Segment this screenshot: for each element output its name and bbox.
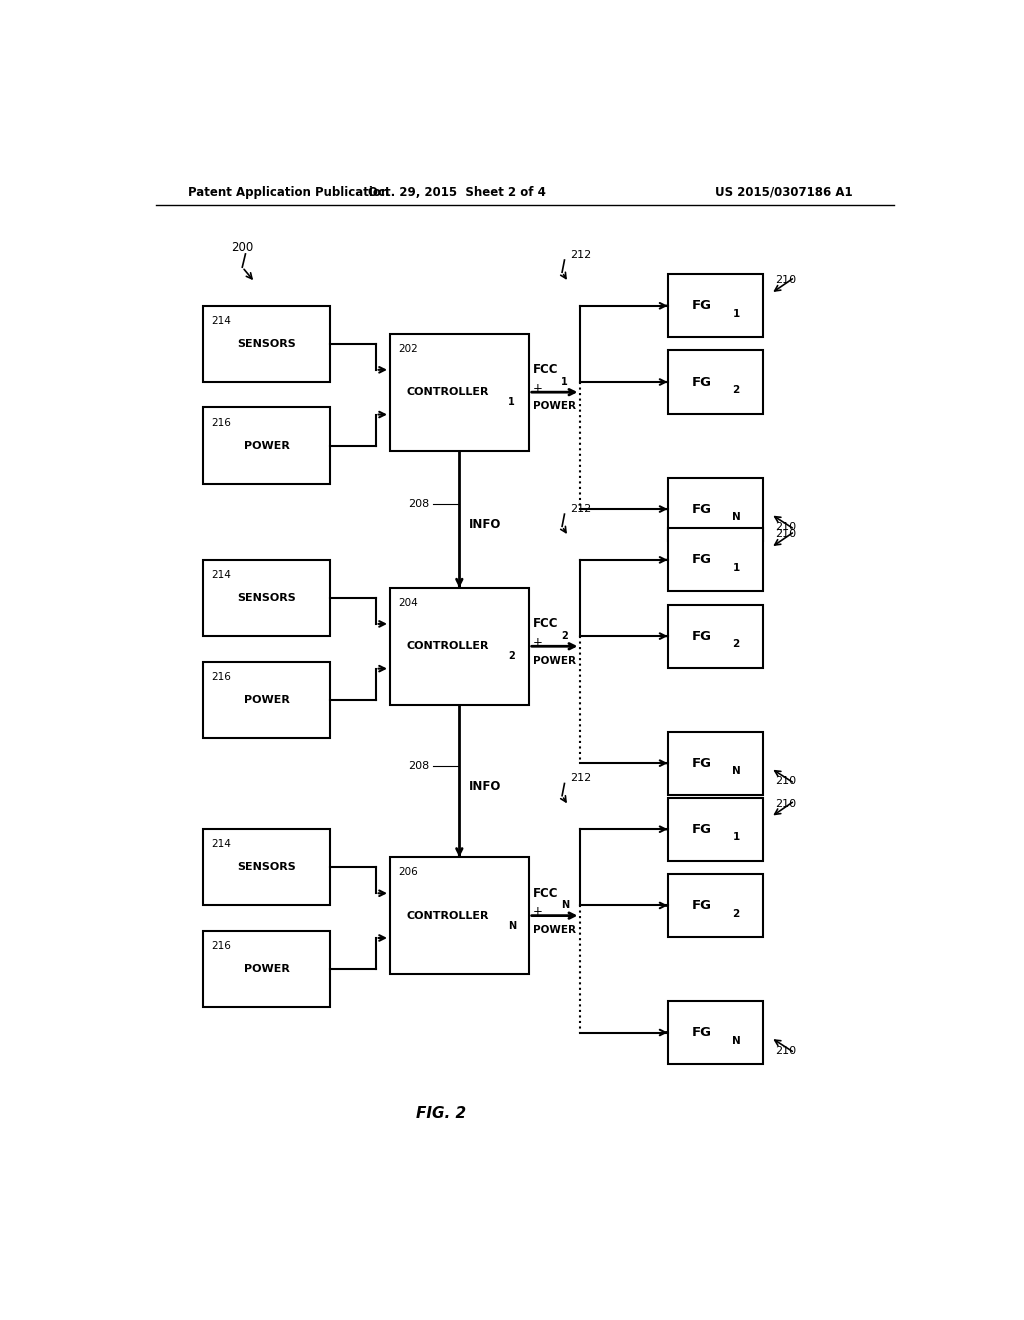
Text: FG: FG bbox=[692, 899, 712, 912]
Text: 214: 214 bbox=[211, 570, 231, 579]
Bar bbox=[668, 478, 763, 541]
Text: 1: 1 bbox=[732, 833, 739, 842]
Text: POWER: POWER bbox=[532, 401, 575, 412]
Bar bbox=[668, 351, 763, 413]
Text: FG: FG bbox=[692, 553, 712, 566]
Text: Oct. 29, 2015  Sheet 2 of 4: Oct. 29, 2015 Sheet 2 of 4 bbox=[369, 186, 546, 199]
Text: 210: 210 bbox=[775, 529, 796, 540]
Text: Patent Application Publication: Patent Application Publication bbox=[187, 186, 389, 199]
Text: 210: 210 bbox=[775, 776, 796, 787]
Bar bbox=[668, 528, 763, 591]
Text: N: N bbox=[732, 1036, 741, 1045]
Text: FG: FG bbox=[692, 1026, 712, 1039]
Text: 210: 210 bbox=[775, 276, 796, 285]
Text: N: N bbox=[732, 767, 741, 776]
Bar bbox=[390, 857, 528, 974]
Bar bbox=[668, 731, 763, 795]
Text: POWER: POWER bbox=[532, 656, 575, 665]
Text: 210: 210 bbox=[775, 799, 796, 809]
Text: 1: 1 bbox=[732, 564, 739, 573]
Text: 2: 2 bbox=[561, 631, 568, 642]
Bar bbox=[668, 874, 763, 937]
Bar bbox=[668, 797, 763, 861]
Text: 2: 2 bbox=[732, 639, 739, 649]
Text: POWER: POWER bbox=[244, 694, 290, 705]
Text: US 2015/0307186 A1: US 2015/0307186 A1 bbox=[715, 186, 853, 199]
Text: 200: 200 bbox=[231, 242, 253, 255]
Text: FG: FG bbox=[692, 375, 712, 388]
Bar bbox=[204, 829, 331, 906]
Text: POWER: POWER bbox=[532, 925, 575, 935]
Text: FIG. 2: FIG. 2 bbox=[417, 1106, 467, 1121]
Text: SENSORS: SENSORS bbox=[238, 862, 296, 873]
Bar bbox=[668, 275, 763, 338]
Bar bbox=[668, 605, 763, 668]
Text: FG: FG bbox=[692, 503, 712, 516]
Text: 208: 208 bbox=[408, 499, 429, 510]
Text: N: N bbox=[732, 512, 741, 523]
Text: 1: 1 bbox=[732, 309, 739, 319]
Text: 202: 202 bbox=[397, 345, 418, 354]
Text: 216: 216 bbox=[211, 941, 231, 950]
Text: 210: 210 bbox=[775, 1045, 796, 1056]
Bar bbox=[204, 560, 331, 636]
Text: POWER: POWER bbox=[244, 964, 290, 974]
Text: +: + bbox=[532, 381, 543, 395]
Text: 212: 212 bbox=[570, 774, 591, 783]
Text: 2: 2 bbox=[508, 652, 515, 661]
Text: 210: 210 bbox=[775, 523, 796, 532]
Bar bbox=[390, 334, 528, 450]
Text: 212: 212 bbox=[570, 249, 591, 260]
Text: INFO: INFO bbox=[469, 780, 501, 792]
Bar bbox=[204, 661, 331, 738]
Text: CONTROLLER: CONTROLLER bbox=[407, 642, 489, 651]
Bar bbox=[204, 306, 331, 381]
Text: FG: FG bbox=[692, 630, 712, 643]
Bar bbox=[390, 587, 528, 705]
Text: 214: 214 bbox=[211, 315, 231, 326]
Text: 208: 208 bbox=[408, 760, 429, 771]
Text: CONTROLLER: CONTROLLER bbox=[407, 911, 489, 920]
Text: FG: FG bbox=[692, 300, 712, 313]
Text: SENSORS: SENSORS bbox=[238, 339, 296, 348]
Text: 204: 204 bbox=[397, 598, 418, 609]
Text: FG: FG bbox=[692, 756, 712, 770]
Text: SENSORS: SENSORS bbox=[238, 593, 296, 603]
Text: N: N bbox=[508, 921, 516, 931]
Text: FCC: FCC bbox=[532, 887, 558, 900]
Bar bbox=[668, 1001, 763, 1064]
Text: 216: 216 bbox=[211, 417, 231, 428]
Text: CONTROLLER: CONTROLLER bbox=[407, 387, 489, 397]
Text: +: + bbox=[532, 636, 543, 648]
Text: +: + bbox=[532, 906, 543, 917]
Text: 2: 2 bbox=[732, 385, 739, 395]
Text: FG: FG bbox=[692, 822, 712, 836]
Text: POWER: POWER bbox=[244, 441, 290, 450]
Text: FCC: FCC bbox=[532, 363, 558, 376]
Text: 1: 1 bbox=[561, 378, 568, 387]
Text: 2: 2 bbox=[732, 908, 739, 919]
Text: FCC: FCC bbox=[532, 618, 558, 631]
Text: INFO: INFO bbox=[469, 517, 501, 531]
Text: 1: 1 bbox=[508, 397, 515, 408]
Text: N: N bbox=[561, 900, 569, 911]
Text: 216: 216 bbox=[211, 672, 231, 681]
Text: 214: 214 bbox=[211, 840, 231, 849]
Bar bbox=[204, 931, 331, 1007]
Text: 206: 206 bbox=[397, 867, 418, 878]
Text: 212: 212 bbox=[570, 504, 591, 513]
Bar bbox=[204, 408, 331, 483]
